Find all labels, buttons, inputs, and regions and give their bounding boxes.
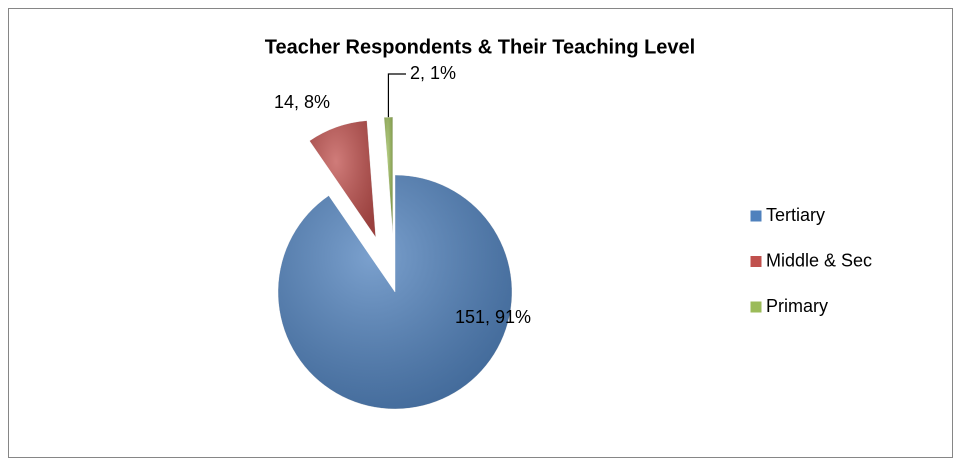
data-label: 14, 8% <box>274 92 330 112</box>
pie <box>277 73 513 410</box>
legend-swatch <box>749 255 763 268</box>
legend-label: Tertiary <box>766 205 825 225</box>
data-label: 151, 91% <box>455 307 531 327</box>
slice-shade <box>309 120 376 238</box>
slice-shade <box>384 117 393 235</box>
legend-label: Primary <box>766 296 828 316</box>
leader-line <box>387 73 406 118</box>
data-label: 2, 1% <box>410 63 456 83</box>
legend-label: Middle & Sec <box>766 250 872 270</box>
slice-shade <box>278 175 512 410</box>
legend-swatch <box>749 300 763 314</box>
chart-title: Teacher Respondents & Their Teaching Lev… <box>265 36 695 58</box>
legend: Tertiary Middle & Sec Primary <box>749 205 872 316</box>
legend-swatch <box>749 209 763 223</box>
